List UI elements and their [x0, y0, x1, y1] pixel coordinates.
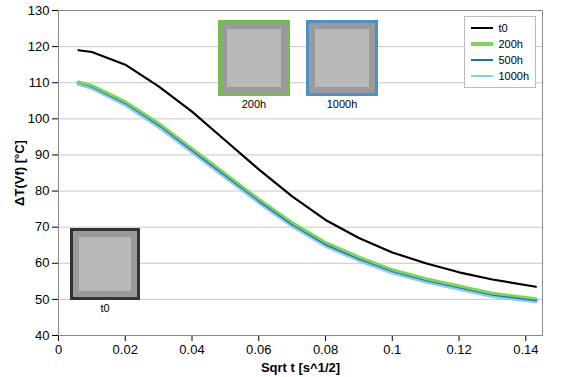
svg-text:0.04: 0.04 [179, 342, 204, 357]
html-text:t0: t0 [100, 302, 110, 314]
html-text:500h: 500h [498, 54, 523, 66]
svg-text:Sqrt t [s^1/2]: Sqrt t [s^1/2] [261, 360, 340, 375]
svg-text:0.06: 0.06 [246, 342, 271, 357]
svg-text:0.14: 0.14 [513, 342, 538, 357]
svg-text:0.02: 0.02 [113, 342, 138, 357]
svg-text:60: 60 [35, 255, 49, 270]
svg-text:80: 80 [35, 183, 49, 198]
svg-text:110: 110 [29, 75, 50, 90]
svg-text:90: 90 [35, 147, 49, 162]
svg-text:0.12: 0.12 [446, 342, 471, 357]
svg-text:0.08: 0.08 [313, 342, 338, 357]
html-text:1000h: 1000h [326, 98, 358, 110]
html-text:200h: 200h [241, 98, 267, 110]
svg-text:0.1: 0.1 [383, 342, 401, 357]
svg-text:130: 130 [28, 3, 50, 18]
html-text:t0: t0 [498, 22, 508, 34]
svg-text:50: 50 [35, 292, 49, 307]
html-text:1000h: 1000h [498, 70, 529, 82]
svg-text:0: 0 [55, 342, 62, 357]
svg-text:100: 100 [28, 111, 50, 126]
svg-text:ΔT(Vf) [°C]: ΔT(Vf) [°C] [12, 140, 27, 206]
svg-text:70: 70 [35, 219, 49, 234]
html-text:200h: 200h [498, 38, 523, 50]
svg-text:120: 120 [28, 39, 50, 54]
svg-text:40: 40 [35, 328, 49, 343]
